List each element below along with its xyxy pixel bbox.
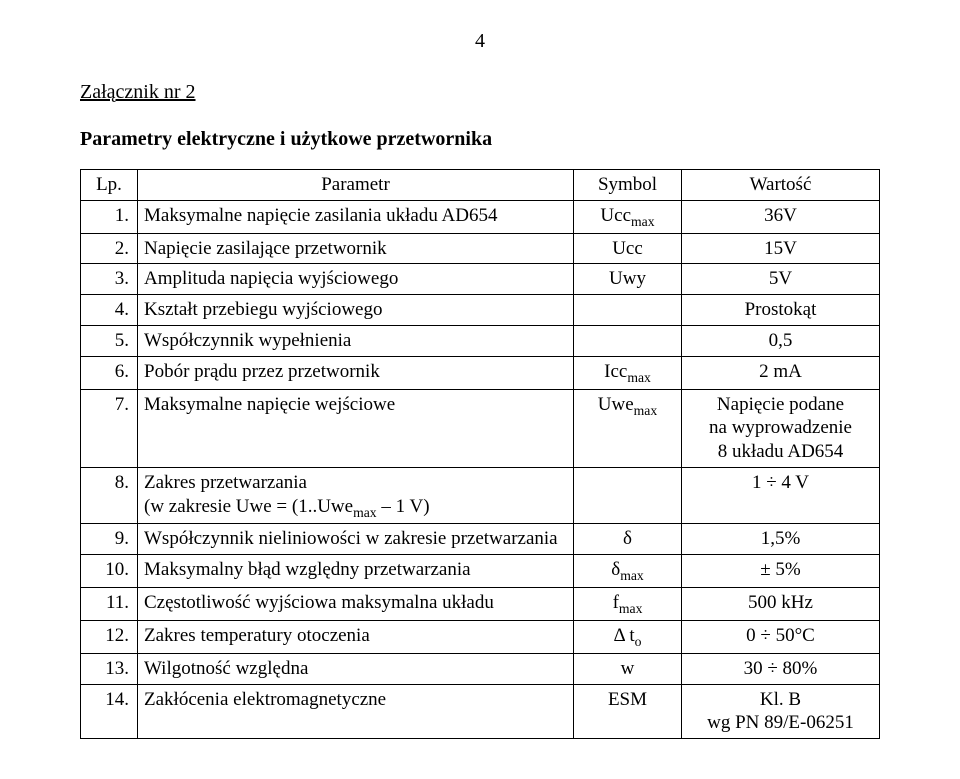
- row-parameter: Amplituda napięcia wyjściowego: [138, 264, 574, 295]
- row-number: 3.: [81, 264, 138, 295]
- row-value: 30 ÷ 80%: [682, 653, 880, 684]
- row-value: 15V: [682, 233, 880, 264]
- row-number: 11.: [81, 588, 138, 621]
- row-value: 0,5: [682, 325, 880, 356]
- row-number: 6.: [81, 356, 138, 389]
- row-parameter: Pobór prądu przez przetwornik: [138, 356, 574, 389]
- row-value: 5V: [682, 264, 880, 295]
- row-number: 4.: [81, 295, 138, 326]
- row-value: 2 mA: [682, 356, 880, 389]
- table-row: 8.Zakres przetwarzania(w zakresie Uwe = …: [81, 467, 880, 524]
- row-symbol: δ: [574, 524, 682, 555]
- row-symbol: Uwemax: [574, 389, 682, 467]
- row-symbol: ESM: [574, 684, 682, 739]
- table-row: 12.Zakres temperatury otoczeniaΔ to0 ÷ 5…: [81, 621, 880, 654]
- table-row: 3.Amplituda napięcia wyjściowegoUwy5V: [81, 264, 880, 295]
- row-value: 500 kHz: [682, 588, 880, 621]
- col-parametr: Parametr: [138, 170, 574, 201]
- row-parameter: Częstotliwość wyjściowa maksymalna układ…: [138, 588, 574, 621]
- parameters-table: Lp. Parametr Symbol Wartość 1.Maksymalne…: [80, 169, 880, 739]
- row-parameter: Zakres przetwarzania(w zakresie Uwe = (1…: [138, 467, 574, 524]
- row-parameter: Kształt przebiegu wyjściowego: [138, 295, 574, 326]
- col-wartosc: Wartość: [682, 170, 880, 201]
- row-symbol: Uwy: [574, 264, 682, 295]
- table-row: 6.Pobór prądu przez przetwornikIccmax2 m…: [81, 356, 880, 389]
- row-symbol: fmax: [574, 588, 682, 621]
- row-number: 14.: [81, 684, 138, 739]
- row-number: 10.: [81, 555, 138, 588]
- row-symbol: [574, 295, 682, 326]
- row-symbol: Ucc: [574, 233, 682, 264]
- row-value: Napięcie podanena wyprowadzenie8 układu …: [682, 389, 880, 467]
- row-symbol: Δ to: [574, 621, 682, 654]
- table-row: 7.Maksymalne napięcie wejścioweUwemaxNap…: [81, 389, 880, 467]
- table-row: 9.Współczynnik nieliniowości w zakresie …: [81, 524, 880, 555]
- row-symbol: δmax: [574, 555, 682, 588]
- row-value: 0 ÷ 50°C: [682, 621, 880, 654]
- page-number: 4: [80, 30, 880, 53]
- row-number: 8.: [81, 467, 138, 524]
- table-header-row: Lp. Parametr Symbol Wartość: [81, 170, 880, 201]
- row-value: 1,5%: [682, 524, 880, 555]
- table-row: 5.Współczynnik wypełnienia 0,5: [81, 325, 880, 356]
- row-parameter: Maksymalne napięcie zasilania układu AD6…: [138, 200, 574, 233]
- row-parameter: Wilgotność względna: [138, 653, 574, 684]
- row-value: 1 ÷ 4 V: [682, 467, 880, 524]
- table-row: 14.Zakłócenia elektromagnetyczneESMKl. B…: [81, 684, 880, 739]
- row-parameter: Maksymalny błąd względny przetwarzania: [138, 555, 574, 588]
- table-row: 2.Napięcie zasilające przetwornikUcc15V: [81, 233, 880, 264]
- table-row: 11.Częstotliwość wyjściowa maksymalna uk…: [81, 588, 880, 621]
- row-number: 5.: [81, 325, 138, 356]
- col-lp: Lp.: [81, 170, 138, 201]
- row-number: 9.: [81, 524, 138, 555]
- row-parameter: Napięcie zasilające przetwornik: [138, 233, 574, 264]
- row-parameter: Współczynnik wypełnienia: [138, 325, 574, 356]
- page-title: Parametry elektryczne i użytkowe przetwo…: [80, 128, 880, 151]
- row-symbol: Uccmax: [574, 200, 682, 233]
- row-value: ± 5%: [682, 555, 880, 588]
- row-value: 36V: [682, 200, 880, 233]
- row-number: 13.: [81, 653, 138, 684]
- row-parameter: Zakłócenia elektromagnetyczne: [138, 684, 574, 739]
- table-row: 10.Maksymalny błąd względny przetwarzani…: [81, 555, 880, 588]
- row-parameter: Zakres temperatury otoczenia: [138, 621, 574, 654]
- row-symbol: Iccmax: [574, 356, 682, 389]
- table-row: 13.Wilgotność względnaw30 ÷ 80%: [81, 653, 880, 684]
- row-parameter: Współczynnik nieliniowości w zakresie pr…: [138, 524, 574, 555]
- row-symbol: [574, 325, 682, 356]
- row-number: 12.: [81, 621, 138, 654]
- row-number: 7.: [81, 389, 138, 467]
- attachment-label: Załącznik nr 2: [80, 81, 880, 104]
- table-row: 1.Maksymalne napięcie zasilania układu A…: [81, 200, 880, 233]
- row-value: Kl. Bwg PN 89/E-06251: [682, 684, 880, 739]
- row-symbol: [574, 467, 682, 524]
- row-value: Prostokąt: [682, 295, 880, 326]
- row-number: 1.: [81, 200, 138, 233]
- col-symbol: Symbol: [574, 170, 682, 201]
- row-symbol: w: [574, 653, 682, 684]
- row-parameter: Maksymalne napięcie wejściowe: [138, 389, 574, 467]
- table-row: 4.Kształt przebiegu wyjściowego Prostokąt: [81, 295, 880, 326]
- row-number: 2.: [81, 233, 138, 264]
